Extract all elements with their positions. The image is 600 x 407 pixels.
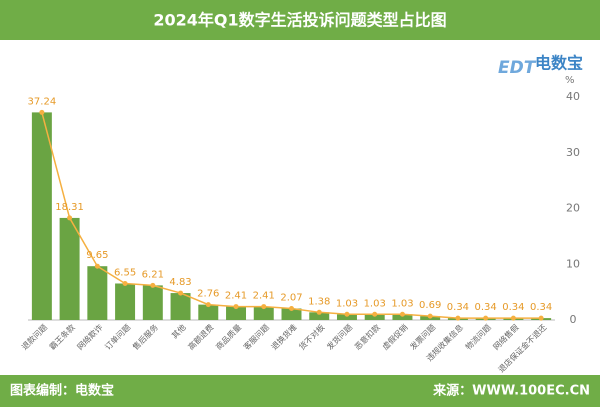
footer-bar (0, 375, 600, 407)
value-label: 1.38 (308, 296, 330, 307)
x-tick-label: 售后服务 (130, 322, 160, 352)
x-tick-label: 商品质量 (214, 322, 244, 352)
value-label: 1.03 (336, 298, 358, 309)
y-tick-label: 10 (566, 257, 580, 270)
trend-point (178, 290, 184, 296)
value-label: 0.34 (530, 302, 552, 313)
trend-point (455, 315, 461, 321)
x-tick-label: 其他 (169, 322, 187, 340)
trend-point (122, 280, 128, 286)
x-tick-label: 货不对板 (297, 322, 327, 352)
value-label: 0.34 (502, 302, 524, 313)
value-label: 37.24 (28, 96, 57, 107)
bar (364, 314, 385, 320)
x-tick-label: 发货问题 (324, 322, 354, 352)
bar (226, 306, 247, 320)
bar (392, 314, 413, 320)
trend-point (427, 313, 433, 319)
bar (309, 312, 330, 320)
y-unit: % (565, 75, 575, 86)
brand-tag: EDT (498, 58, 537, 78)
bar (87, 266, 108, 320)
chart-title: 2024年Q1数字生活投诉问题类型占比图 (153, 11, 446, 30)
trend-point (67, 215, 73, 221)
trend-point (372, 311, 378, 317)
trend-point (261, 304, 267, 310)
value-label: 2.07 (280, 292, 302, 303)
x-tick-label: 网络欺诈 (75, 322, 105, 352)
x-tick-label: 高额退费 (186, 322, 216, 352)
value-label: 0.34 (475, 302, 497, 313)
trend-point (483, 315, 489, 321)
trend-point (538, 315, 544, 321)
trend-point (39, 109, 45, 115)
value-label: 6.55 (114, 267, 136, 278)
footer-left: 图表编制：电数宝 (10, 383, 114, 399)
value-label: 18.31 (55, 202, 84, 213)
bar (253, 306, 274, 320)
value-label: 2.41 (225, 291, 247, 302)
trend-point (344, 311, 350, 317)
trend-point (399, 311, 405, 317)
trend-point (150, 282, 156, 288)
x-tick-label: 霸王条款 (47, 322, 77, 352)
value-label: 6.21 (142, 269, 164, 280)
trend-point (205, 302, 211, 308)
x-tick-label: 物流问题 (463, 322, 493, 352)
x-tick-label: 恶意扣款 (352, 322, 382, 352)
value-label: 2.41 (253, 291, 275, 302)
x-tick-label: 订单问题 (103, 322, 133, 352)
value-label: 1.03 (391, 298, 413, 309)
brand: 电数宝 (535, 54, 583, 73)
y-tick-label: 40 (566, 90, 580, 103)
x-tick-label: 退店保证金不退还 (496, 322, 548, 374)
trend-point (233, 304, 239, 310)
bar (281, 308, 302, 320)
trend-point (289, 305, 294, 311)
x-tick-label: 客服问题 (241, 322, 271, 352)
bar (115, 283, 136, 320)
bar (336, 314, 357, 320)
value-label: 2.76 (197, 289, 219, 300)
x-tick-label: 退款问题 (19, 322, 49, 352)
bar (59, 217, 80, 320)
trend-point (510, 315, 516, 321)
bar (198, 304, 219, 320)
y-tick-label: 30 (566, 146, 580, 159)
value-label: 4.83 (169, 277, 191, 288)
value-label: 9.65 (86, 250, 108, 261)
title-bar (0, 0, 600, 40)
value-label: 1.03 (364, 298, 386, 309)
value-label: 0.34 (447, 302, 469, 313)
value-label: 0.69 (419, 300, 441, 311)
bar (31, 112, 52, 321)
trend-point (316, 309, 322, 315)
x-tick-label: 虚假促销 (380, 322, 410, 352)
bar (142, 285, 163, 320)
x-tick-label: 退换货难 (269, 322, 299, 352)
y-tick-label: 0 (570, 313, 577, 326)
y-tick-label: 20 (566, 202, 580, 215)
trend-point (94, 263, 100, 269)
bar (170, 293, 191, 320)
footer-right: 来源：WWW.100EC.CN (432, 383, 590, 399)
